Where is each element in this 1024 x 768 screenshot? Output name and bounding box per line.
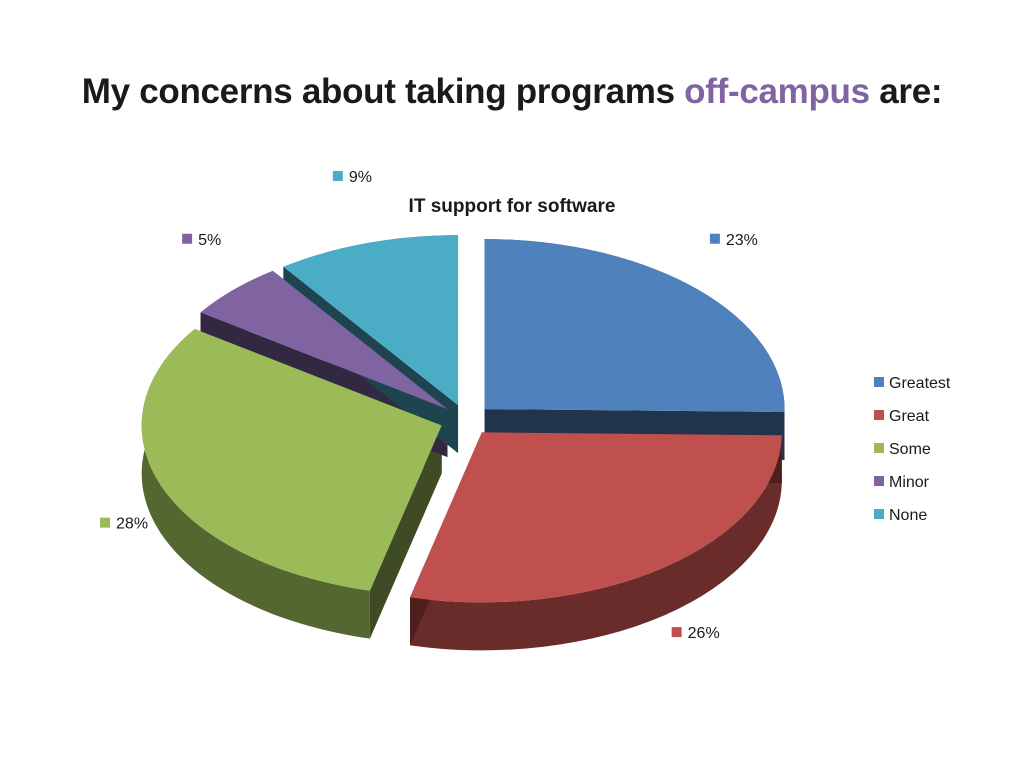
data-label-swatch [182,233,193,244]
slice-great [410,432,782,603]
legend-swatch [874,476,884,486]
legend-swatch [874,443,884,453]
legend-item-some: Some [874,441,931,458]
data-label-swatch [332,170,343,181]
legend-label: Some [889,441,931,458]
legend-item-great: Great [874,408,930,425]
data-label-text: 23% [726,232,758,249]
title-text-post: are: [869,72,943,111]
data-label-text: 26% [688,625,720,642]
legend-swatch [874,377,884,387]
title-text-pre: My concerns about taking programs [81,72,685,111]
chart-title: IT support for software [409,196,616,217]
data-label-minor: 5% [182,232,221,249]
data-label-swatch [100,517,111,528]
data-label-text: 9% [349,169,372,186]
legend-label: Greatest [889,375,951,392]
slide-title: My concerns about taking programs off-ca… [0,72,1024,112]
legend-swatch [874,509,884,519]
data-label-greatest: 23% [709,232,758,249]
legend-item-greatest: Greatest [874,375,951,392]
slice-some [141,328,442,591]
legend-swatch [874,410,884,420]
legend-item-minor: Minor [874,474,930,491]
data-label-swatch [709,233,720,244]
legend-item-none: None [874,507,927,524]
slice-wall-some [369,425,442,639]
legend-label: None [889,507,927,524]
slice-minor [200,270,448,410]
data-label-text: 5% [198,232,221,249]
legend-label: Minor [889,474,930,491]
data-label-great: 26% [671,625,720,642]
data-label-some: 28% [100,516,148,533]
slice-side-great [410,435,782,651]
pie-slices [141,235,785,603]
data-label-none: 9% [332,169,372,186]
data-labels: 23% 26% 28% 5% 9% [100,169,758,642]
slice-greatest [484,239,785,412]
title-accent-text: off-campus [684,72,870,111]
legend: Greatest Great Some Minor None [874,375,951,524]
slice-none [283,235,459,406]
legend-label: Great [889,408,930,425]
data-label-text: 28% [116,516,148,533]
slice-side-some [141,328,370,639]
data-label-swatch [671,627,682,638]
